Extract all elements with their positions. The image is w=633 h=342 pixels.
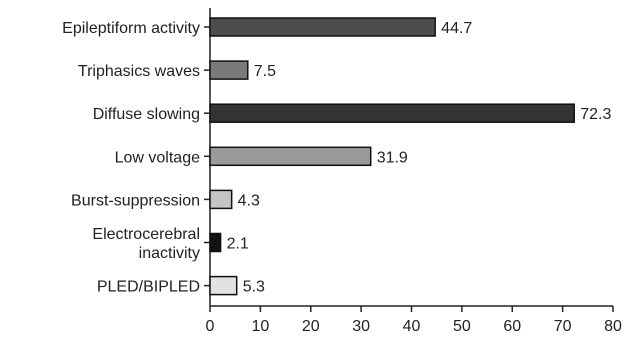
x-tick-label: 20: [302, 318, 320, 335]
category-label: Electrocerebral: [92, 226, 200, 243]
value-label: 44.7: [441, 20, 472, 37]
bar: [209, 189, 233, 210]
bar: [209, 232, 222, 253]
category-label: Epileptiform activity: [62, 20, 200, 37]
value-label: 5.3: [243, 279, 265, 296]
value-label: 72.3: [580, 106, 611, 123]
x-tick-label: 40: [403, 318, 421, 335]
category-label: PLED/BIPLED: [97, 279, 200, 296]
bar: [209, 103, 575, 123]
x-tick-label: 10: [251, 318, 269, 335]
category-label: Triphasics waves: [78, 63, 200, 80]
x-tick-label: 0: [206, 318, 215, 335]
category-label: Low voltage: [115, 149, 200, 166]
category-label: Diffuse slowing: [93, 106, 200, 123]
category-label: Burst-suppression: [71, 192, 200, 209]
x-tick-label: 50: [453, 318, 471, 335]
x-tick-label: 80: [604, 318, 622, 335]
x-tick-label: 60: [503, 318, 521, 335]
value-label: 2.1: [227, 236, 249, 253]
bar: [209, 60, 249, 80]
value-label: 31.9: [377, 149, 408, 166]
value-label: 4.3: [238, 192, 260, 209]
bar: [209, 17, 436, 37]
x-tick-label: 70: [554, 318, 572, 335]
bar: [209, 146, 372, 167]
bar: [209, 275, 238, 296]
value-label: 7.5: [254, 63, 276, 80]
x-tick-label: 30: [352, 318, 370, 335]
category-label: inactivity: [139, 245, 200, 262]
